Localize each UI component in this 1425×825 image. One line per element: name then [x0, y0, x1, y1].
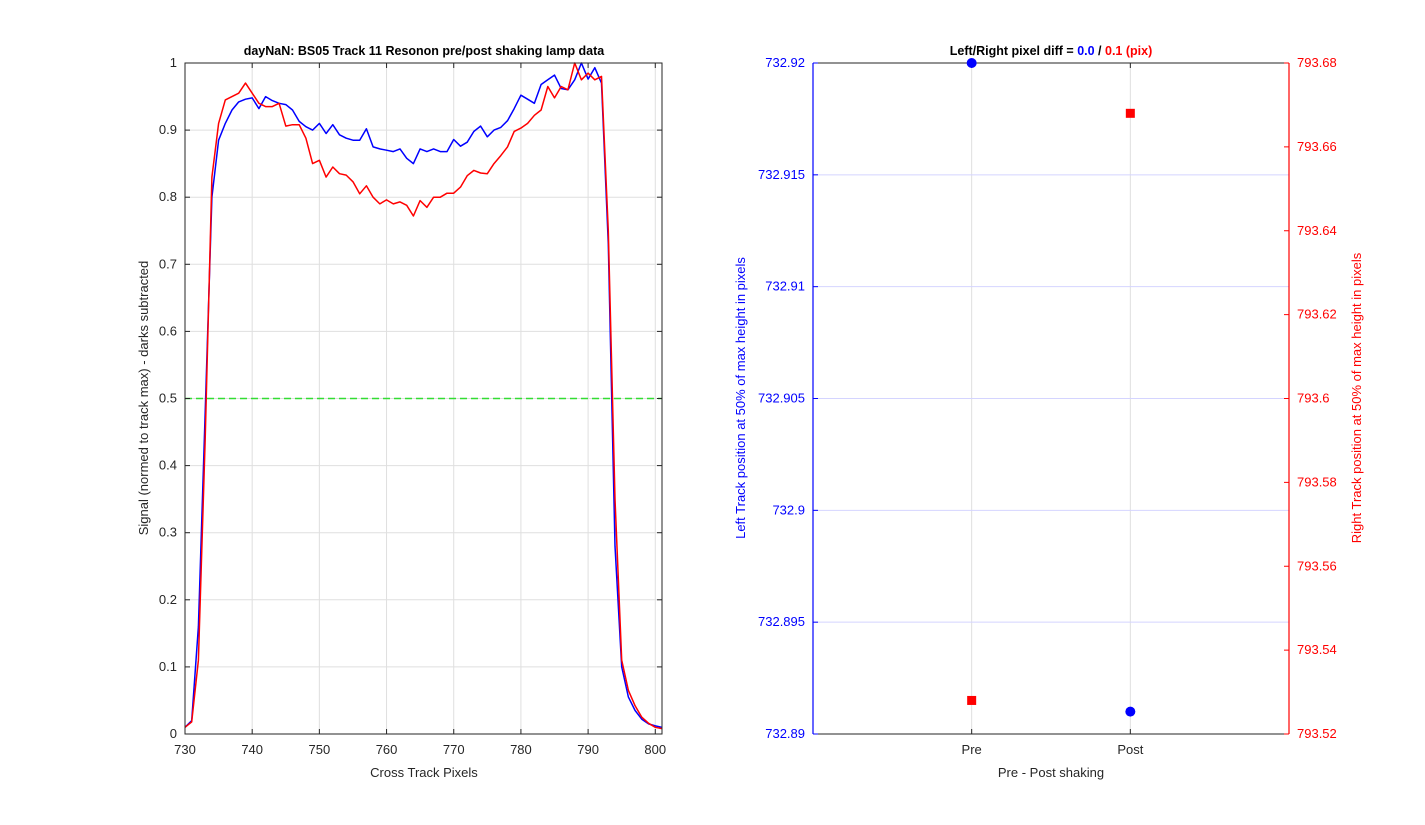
position-plot-grid — [813, 62, 1289, 735]
right-y-tick-label: 793.56 — [1297, 558, 1337, 573]
left-y-tick-label: 732.9 — [772, 502, 805, 517]
left-y-tick-label: 732.89 — [765, 726, 805, 741]
right-y-tick-label: 793.62 — [1297, 307, 1337, 322]
y-tick-label: 0 — [170, 726, 177, 741]
position-plot-title: Left/Right pixel diff = 0.0 / 0.1 (pix) — [950, 44, 1153, 58]
right-y-tick-label: 793.68 — [1297, 55, 1337, 70]
x-tick-label: 790 — [577, 742, 599, 757]
position-plot-right-y-label: Right Track position at 50% of max heigh… — [1349, 252, 1364, 543]
y-tick-label: 0.3 — [159, 525, 177, 540]
x-tick-label: 750 — [309, 742, 331, 757]
y-tick-label: 0.9 — [159, 122, 177, 137]
right-y-tick-label: 793.58 — [1297, 474, 1337, 489]
x-tick-label: Post — [1117, 742, 1143, 757]
y-tick-label: 0.8 — [159, 189, 177, 204]
right-y-tick-label: 793.6 — [1297, 391, 1330, 406]
left-y-tick-label: 732.92 — [765, 55, 805, 70]
signal-plot-x-label: Cross Track Pixels — [370, 765, 478, 780]
pre-shaking-series-line — [184, 62, 663, 729]
x-tick-label: 730 — [174, 742, 196, 757]
y-tick-label: 0.5 — [159, 391, 177, 406]
y-tick-label: 0.7 — [159, 256, 177, 271]
y-tick-label: 0.2 — [159, 592, 177, 607]
x-tick-label: 760 — [376, 742, 398, 757]
signal-plot: dayNaN: BS05 Track 11 Resonon pre/post s… — [136, 44, 666, 780]
position-plot: Left/Right pixel diff = 0.0 / 0.1 (pix) … — [733, 44, 1364, 780]
y-tick-label: 1 — [170, 55, 177, 70]
title-prefix: Left/Right pixel diff = — [950, 44, 1077, 58]
y-tick-label: 0.6 — [159, 323, 177, 338]
y-tick-label: 0.1 — [159, 659, 177, 674]
left-y-tick-label: 732.895 — [758, 614, 805, 629]
left-track-point — [966, 58, 977, 68]
x-tick-label: 740 — [241, 742, 263, 757]
x-tick-label: Pre — [962, 742, 982, 757]
right-y-tick-label: 793.54 — [1297, 642, 1337, 657]
signal-plot-y-label: Signal (normed to track max) - darks sub… — [136, 261, 151, 536]
left-y-tick-label: 732.915 — [758, 167, 805, 182]
right-y-tick-label: 793.66 — [1297, 139, 1337, 154]
left-y-tick-label: 732.905 — [758, 391, 805, 406]
title-unit: (pix) — [1122, 44, 1152, 58]
title-separator: / — [1095, 44, 1105, 58]
signal-plot-title: dayNaN: BS05 Track 11 Resonon pre/post s… — [244, 44, 606, 58]
y-tick-label: 0.4 — [159, 458, 177, 473]
right-track-point — [967, 695, 977, 705]
x-tick-label: 780 — [510, 742, 532, 757]
x-tick-label: 800 — [644, 742, 666, 757]
right-track-point — [1125, 108, 1135, 118]
post-shaking-series-line — [184, 62, 663, 730]
position-plot-x-label: Pre - Post shaking — [998, 765, 1104, 780]
left-track-point — [1125, 706, 1136, 717]
x-tick-label: 770 — [443, 742, 465, 757]
title-left-diff: 0.0 — [1077, 44, 1094, 58]
position-plot-left-y-label: Left Track position at 50% of max height… — [733, 257, 748, 539]
right-y-tick-label: 793.64 — [1297, 223, 1337, 238]
right-y-tick-label: 793.52 — [1297, 726, 1337, 741]
title-right-diff: 0.1 — [1105, 44, 1122, 58]
left-y-tick-label: 732.91 — [765, 279, 805, 294]
